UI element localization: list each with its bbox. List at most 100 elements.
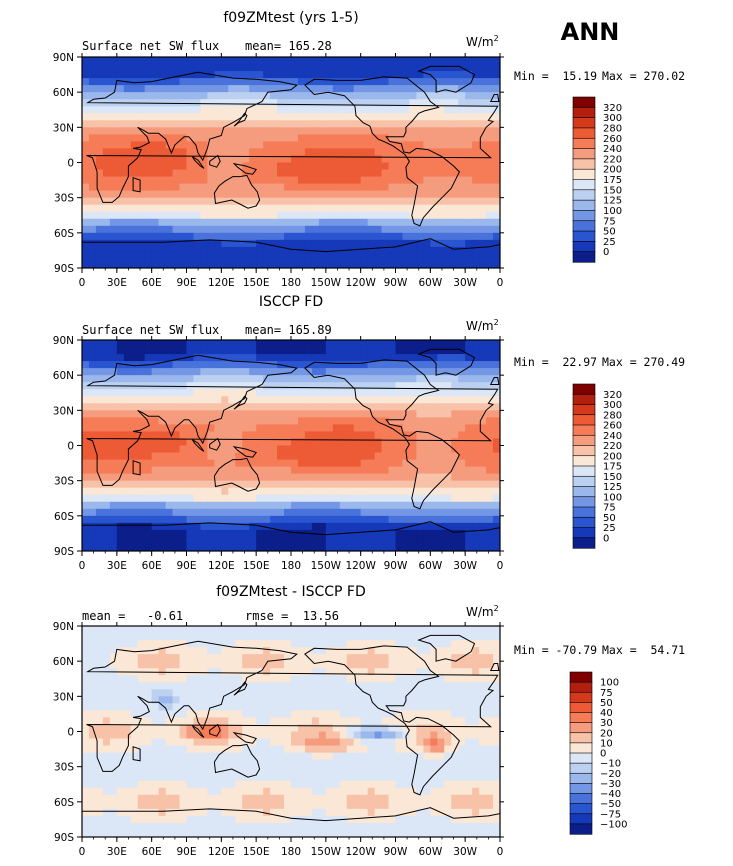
field-cell	[200, 169, 208, 178]
field-cell	[493, 473, 500, 482]
field-cell	[388, 190, 397, 199]
field-cell	[437, 246, 445, 255]
field-cell	[235, 162, 243, 171]
field-cell	[158, 703, 167, 711]
field-cell	[284, 668, 292, 676]
field-cell	[430, 197, 438, 206]
field-cell	[346, 745, 355, 754]
field-cell	[193, 452, 202, 461]
field-cell	[88, 536, 97, 545]
field-cell	[402, 403, 411, 411]
field-cell	[332, 232, 341, 241]
field-cell	[284, 431, 292, 440]
field-cell	[95, 57, 104, 65]
colorbar-label: 240	[603, 431, 622, 442]
field-cell	[242, 85, 250, 93]
field-cell	[228, 232, 236, 241]
field-cell	[235, 717, 243, 726]
field-cell	[235, 396, 243, 404]
field-cell	[263, 141, 271, 150]
field-cell	[165, 508, 174, 517]
field-cell	[311, 155, 320, 164]
field-cell	[304, 675, 313, 683]
field-cell	[158, 141, 167, 150]
field-cell	[207, 543, 215, 551]
field-cell	[395, 522, 404, 531]
field-cell	[437, 218, 445, 227]
colorbar-label: 75	[603, 503, 616, 514]
field-cell	[416, 717, 424, 726]
field-cell	[402, 424, 411, 433]
field-cell	[395, 480, 404, 489]
field-cell	[137, 522, 146, 531]
coastline	[86, 71, 499, 203]
field-cell	[88, 162, 97, 171]
field-cell	[465, 218, 473, 227]
field-cell	[165, 57, 174, 65]
field-cell	[325, 347, 334, 355]
field-cell	[395, 85, 404, 93]
field-cell	[409, 347, 417, 355]
field-cell	[88, 473, 97, 482]
field-cell	[444, 543, 452, 551]
field-cell	[395, 661, 404, 669]
field-cell	[249, 253, 257, 262]
field-cell	[409, 246, 417, 255]
field-cell	[284, 508, 292, 517]
field-cell	[402, 647, 411, 655]
field-cell	[116, 403, 125, 411]
field-cell	[116, 487, 125, 496]
field-cell	[116, 204, 125, 213]
field-cell	[193, 543, 202, 551]
field-cell	[346, 668, 355, 676]
field-cell	[95, 752, 104, 761]
field-cell	[158, 127, 167, 135]
coastline	[417, 348, 476, 376]
field-cell	[116, 417, 125, 425]
field-cell	[249, 654, 257, 662]
field-cell	[430, 536, 438, 545]
colorbar-label: 175	[603, 462, 622, 473]
field-cell	[179, 120, 188, 128]
field-cell	[277, 155, 285, 164]
field-cell	[493, 239, 500, 248]
field-cell	[242, 204, 250, 213]
field-cell	[235, 368, 243, 376]
field-cell	[430, 452, 438, 461]
field-cell	[193, 738, 202, 747]
field-cell	[409, 375, 417, 383]
field-cell	[263, 480, 271, 489]
field-cell	[388, 239, 397, 248]
field-cell	[214, 71, 222, 79]
field-cell	[360, 515, 369, 524]
field-cell	[291, 190, 299, 199]
field-cell	[291, 155, 299, 164]
field-cell	[235, 403, 243, 411]
field-cell	[130, 368, 139, 376]
field-cell	[444, 724, 452, 733]
field-cell	[102, 253, 111, 262]
field-cell	[291, 717, 299, 726]
field-cell	[479, 689, 487, 697]
field-cell	[451, 169, 459, 178]
field-cell	[353, 508, 362, 517]
field-cell	[158, 633, 167, 641]
field-cell	[402, 106, 411, 114]
field-cell	[332, 654, 341, 662]
field-cell	[451, 85, 459, 93]
field-cell	[346, 183, 355, 192]
field-cell	[458, 155, 466, 164]
field-cell	[109, 92, 118, 100]
field-cell	[458, 515, 466, 524]
field-cell	[416, 113, 424, 121]
field-cell	[221, 375, 229, 383]
field-cell	[193, 501, 202, 510]
field-cell	[291, 626, 299, 634]
field-cell	[137, 57, 146, 65]
field-cell	[444, 71, 452, 79]
field-cell	[116, 396, 125, 404]
field-cell	[144, 703, 153, 711]
field-cell	[291, 703, 299, 711]
field-cell	[116, 78, 125, 86]
field-cell	[186, 403, 195, 411]
